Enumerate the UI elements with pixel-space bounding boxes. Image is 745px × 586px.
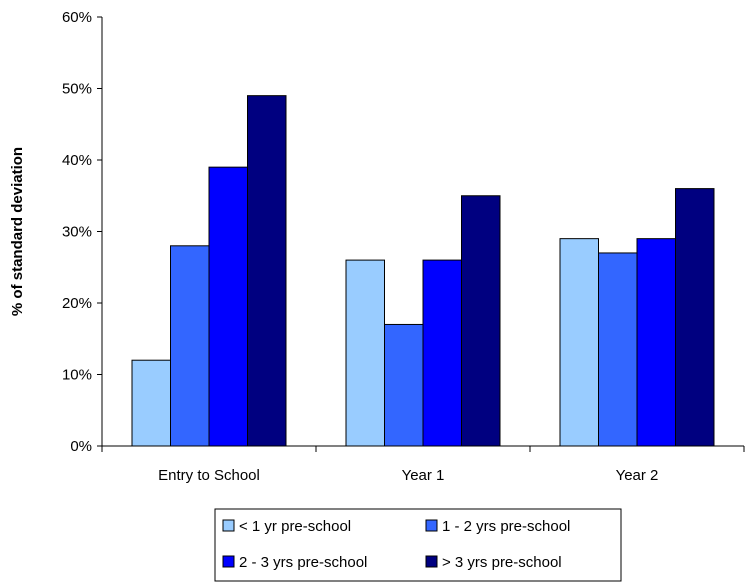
x-ticks: Entry to School Year 1 Year 2 [101,446,745,484]
legend-swatch [222,555,235,568]
y-tick-label: 40% [62,152,92,169]
bar [675,188,715,447]
bar [131,359,171,447]
y-tick-label: 10% [62,367,92,384]
bar [559,238,599,447]
y-tick-label: 50% [62,81,92,98]
bar [384,323,424,447]
bars-layer [131,95,715,447]
legend-label: 1 - 2 yrs pre-school [442,518,570,535]
legend-swatch [425,555,438,568]
legend-label: > 3 yrs pre-school [442,554,562,571]
bar [461,195,501,447]
x-tick-label: Year 2 [616,467,659,484]
x-tick-label: Entry to School [158,467,260,484]
legend-box [214,508,622,582]
y-axis-title: % of standard deviation [9,147,26,316]
bar [636,238,676,447]
legend-label: 2 - 3 yrs pre-school [239,554,367,571]
bar [247,95,287,447]
legend: < 1 yr pre-school 1 - 2 yrs pre-school 2 -… [214,508,622,582]
bar [170,245,210,447]
bar [208,166,248,447]
bar [345,259,385,447]
legend-swatch [222,519,235,532]
y-tick-label: 0% [70,438,92,455]
y-tick-label: 20% [62,295,92,312]
x-tick-label: Year 1 [402,467,445,484]
bar [422,259,462,447]
legend-label: < 1 yr pre-school [239,518,351,535]
y-tick-label: 60% [62,9,92,26]
legend-swatch [425,519,438,532]
y-ticks: 0% 10% 20% 30% 40% 50% 60% [62,9,102,455]
y-tick-label: 30% [62,224,92,241]
bar [598,252,638,447]
